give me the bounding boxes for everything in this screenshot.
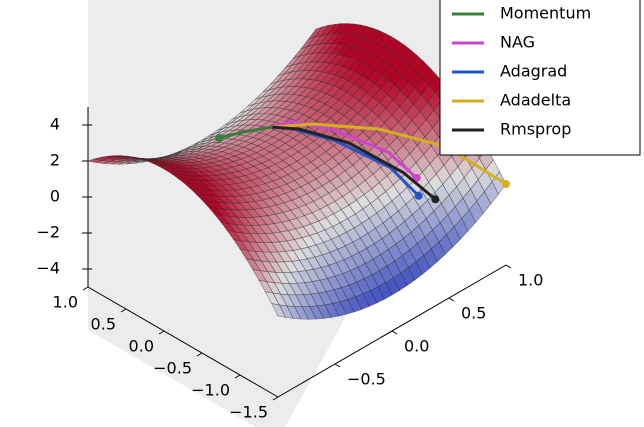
y-tick-label: 0.5 — [461, 304, 486, 323]
x-tick-label: 0.0 — [129, 337, 154, 356]
trajectory-end — [414, 191, 423, 200]
x-tick-label: −1.5 — [229, 403, 268, 422]
z-tick-label: 4 — [50, 115, 60, 134]
trajectory-end — [412, 174, 421, 183]
y-tick-label: 0.0 — [404, 337, 429, 356]
trajectory-end — [502, 180, 510, 188]
x-tick-label: 0.5 — [91, 315, 116, 334]
trajectory-end — [431, 195, 440, 204]
x-tick — [82, 286, 89, 291]
trajectory-end — [215, 133, 224, 142]
x-tick — [234, 374, 241, 379]
legend-label: Adadelta — [500, 91, 571, 110]
y-tick — [334, 363, 341, 368]
z-tick-label: 2 — [50, 151, 60, 170]
trajectory — [272, 125, 437, 201]
y-tick — [391, 330, 398, 335]
legend-label: Rmsprop — [500, 120, 571, 139]
x-tick-label: −1.0 — [191, 381, 230, 400]
x-tick — [196, 352, 203, 357]
z-tick-label: −4 — [36, 259, 60, 278]
x-axis — [87, 286, 279, 398]
x-tick — [272, 396, 279, 401]
legend-label: Momentum — [500, 4, 591, 23]
z-tick-label: 0 — [50, 187, 60, 206]
x-tick-label: −0.5 — [153, 359, 192, 378]
x-tick-label: 1.0 — [53, 293, 78, 312]
z-tick-label: −2 — [36, 223, 60, 242]
y-tick — [505, 264, 512, 269]
y-tick-label: 1.0 — [518, 271, 543, 290]
surface-patch — [271, 303, 287, 318]
legend-label: NAG — [500, 33, 535, 52]
y-tick-label: −0.5 — [347, 370, 386, 389]
x-tick — [120, 308, 127, 313]
legend-label: Adagrad — [500, 62, 567, 81]
x-tick — [158, 330, 165, 335]
trajectory — [218, 125, 273, 140]
y-tick — [448, 297, 455, 302]
trajectory — [271, 119, 418, 180]
trajectory — [272, 122, 507, 186]
